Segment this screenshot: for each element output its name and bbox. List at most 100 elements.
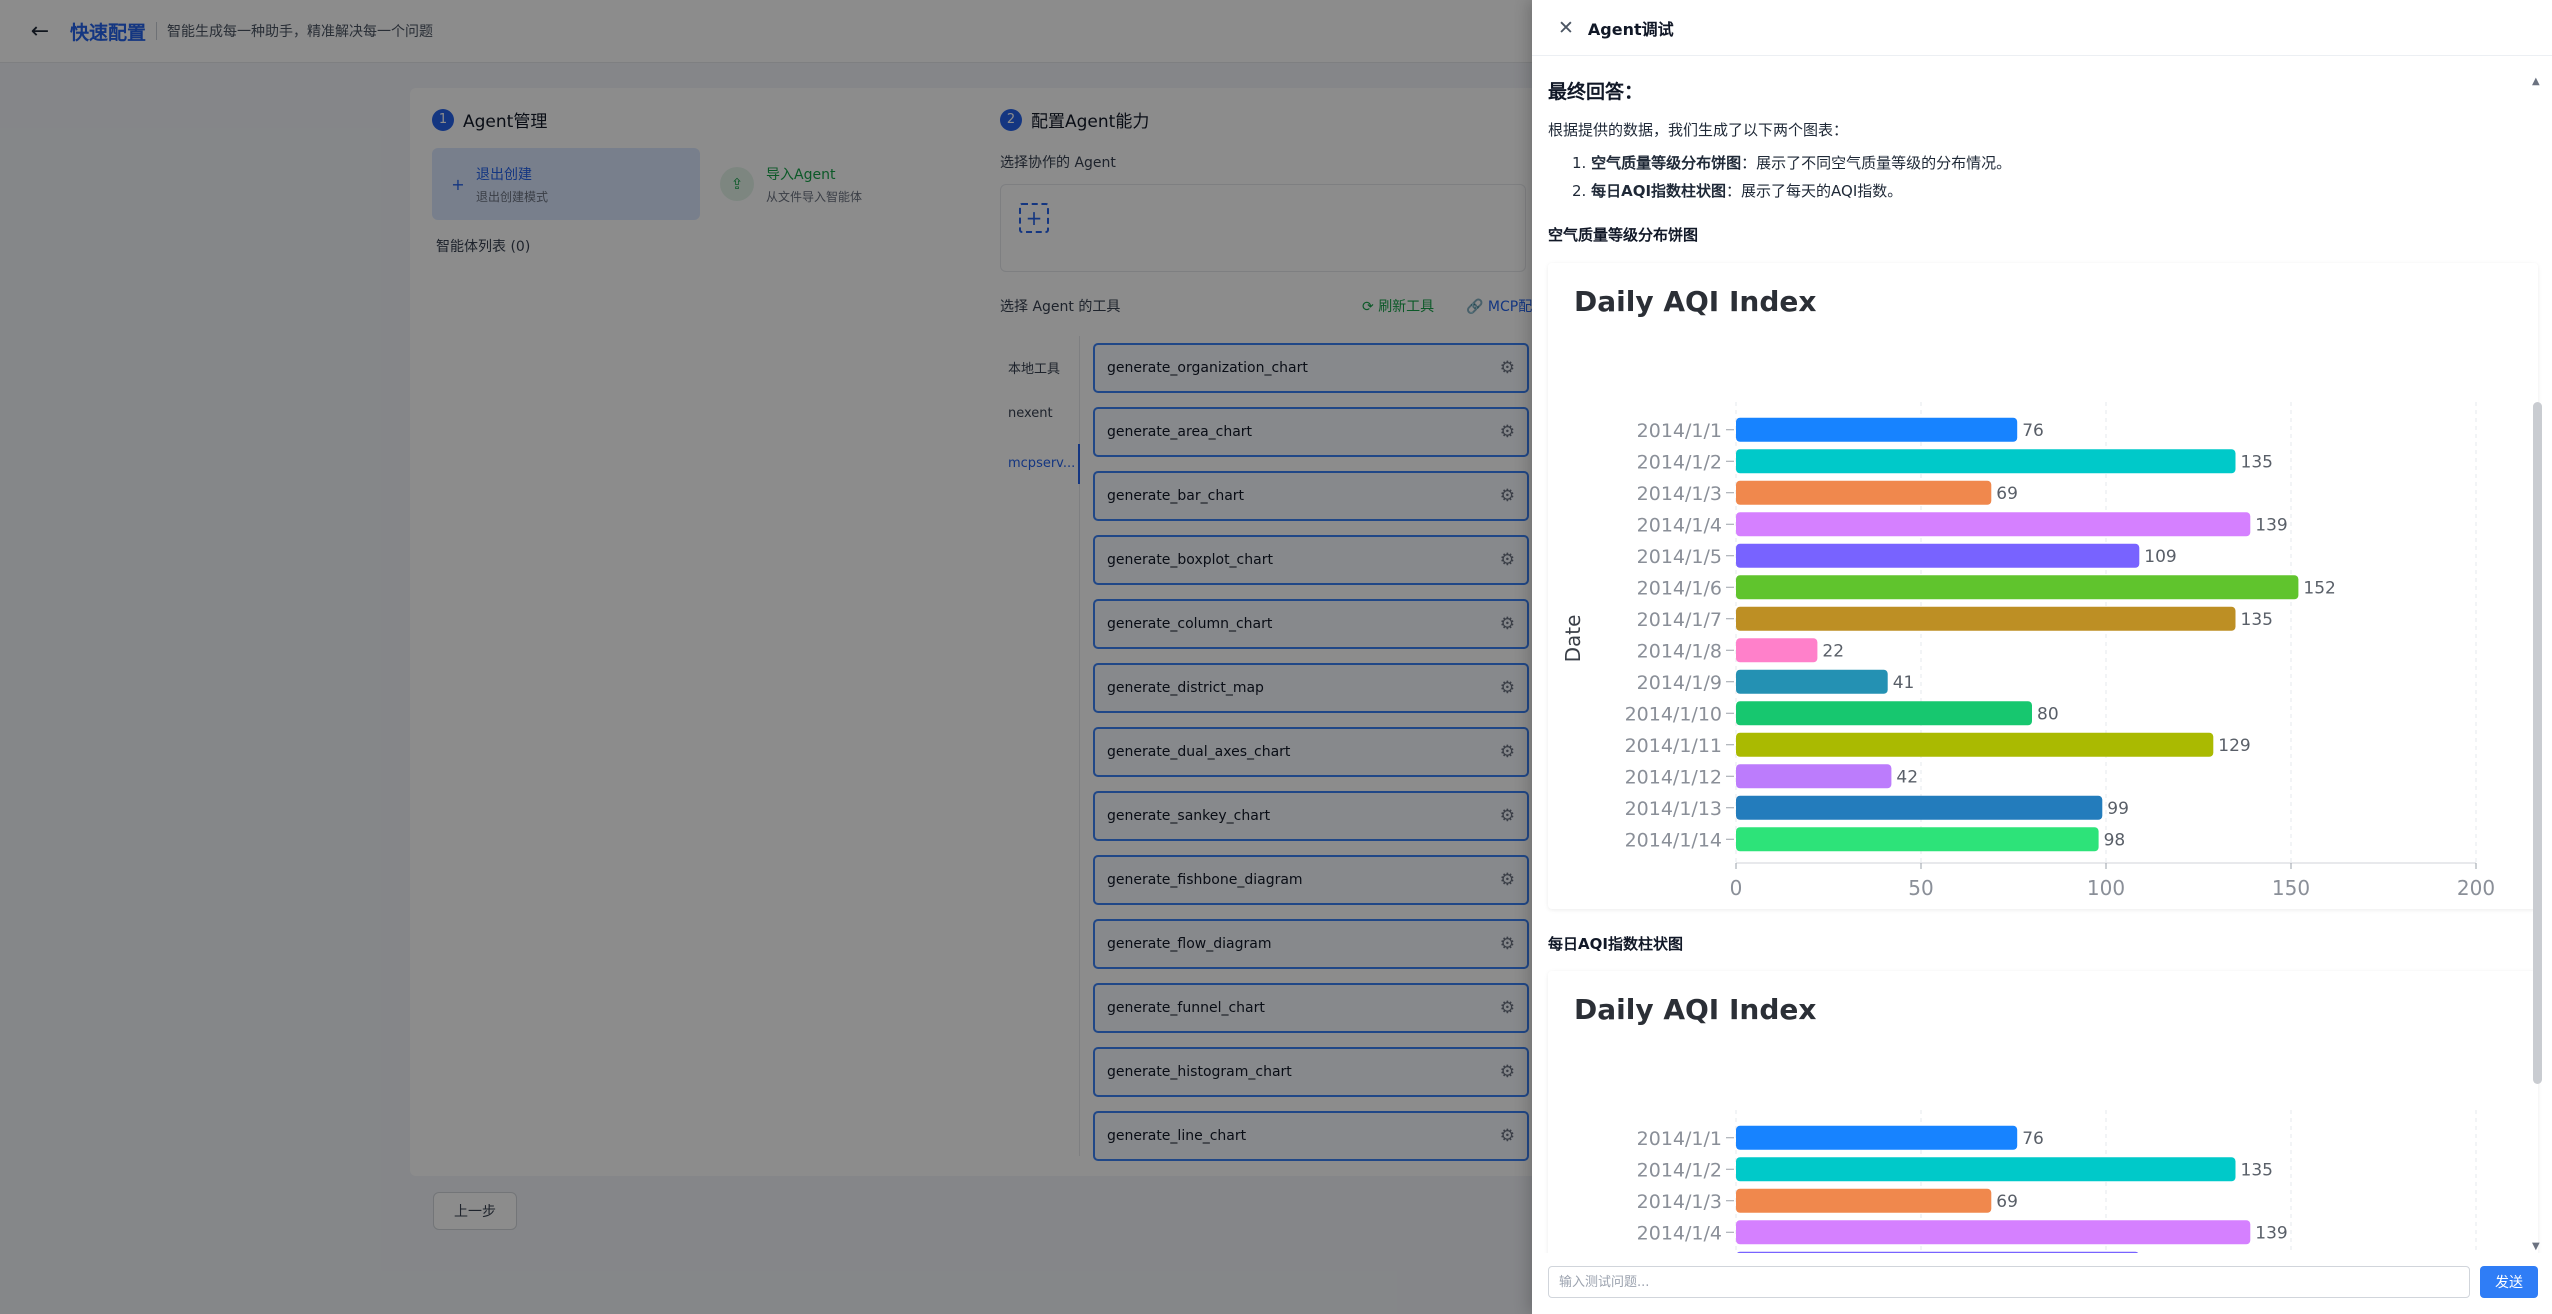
- chart2-caption: 每日AQI指数柱状图: [1548, 935, 1683, 953]
- tool-item[interactable]: generate_sankey_chart ⚙: [1093, 791, 1529, 841]
- tool-item[interactable]: generate_funnel_chart ⚙: [1093, 983, 1529, 1033]
- tool-category-list: 本地工具 nexent mcpserv...: [1000, 336, 1080, 1156]
- link-icon: 🔗: [1466, 299, 1484, 315]
- close-icon[interactable]: ✕: [1558, 16, 1574, 39]
- step2-header: 2 配置Agent能力: [1000, 107, 1149, 132]
- bar: [1736, 764, 1892, 789]
- scroll-up-icon[interactable]: ▲: [2532, 76, 2540, 87]
- agent-list-label: 智能体列表 (0): [436, 239, 531, 255]
- import-agent-button[interactable]: ⇪ 导入Agent 从文件导入智能体: [712, 148, 980, 220]
- tool-item[interactable]: generate_boxplot_chart ⚙: [1093, 535, 1529, 585]
- bar: [1736, 1157, 2236, 1182]
- title-divider: [156, 22, 158, 40]
- y-tick-label: 2014/1/3: [1637, 483, 1722, 505]
- scroll-down-icon[interactable]: ▼: [2532, 1241, 2540, 1252]
- data-label: 69: [1996, 484, 2018, 504]
- bar: [1736, 638, 1818, 663]
- add-collab-agent-icon[interactable]: +: [1019, 203, 1049, 233]
- tool-category-nexent[interactable]: nexent: [1008, 406, 1053, 421]
- gear-icon[interactable]: ⚙: [1499, 1062, 1515, 1082]
- tool-item[interactable]: generate_dual_axes_chart ⚙: [1093, 727, 1529, 777]
- list-item-bold: 空气质量等级分布饼图: [1591, 154, 1742, 172]
- gear-icon[interactable]: ⚙: [1499, 614, 1515, 634]
- answer-list-item: 2. 每日AQI指数柱状图：展示了每天的AQI指数。: [1572, 180, 1902, 201]
- gear-icon[interactable]: ⚙: [1499, 486, 1515, 506]
- gear-icon[interactable]: ⚙: [1499, 422, 1515, 442]
- gear-icon[interactable]: ⚙: [1499, 358, 1515, 378]
- y-tick-label: 2014/1/14: [1625, 829, 1722, 851]
- x-tick-label: 50: [1908, 876, 1933, 900]
- y-tick-label: 2014/1/1: [1637, 420, 1722, 442]
- tool-name: generate_area_chart: [1107, 424, 1253, 440]
- x-tick-label: 0: [1730, 876, 1743, 900]
- gear-icon[interactable]: ⚙: [1499, 678, 1515, 698]
- refresh-tools-button[interactable]: ⟳ 刷新工具: [1362, 296, 1434, 316]
- bar: [1736, 575, 2299, 600]
- refresh-icon: ⟳: [1362, 299, 1374, 315]
- mcp-config-button[interactable]: 🔗 MCP配: [1466, 296, 1532, 316]
- tool-item[interactable]: generate_area_chart ⚙: [1093, 407, 1529, 457]
- y-axis-label: Date: [1561, 615, 1585, 663]
- data-label: 152: [2303, 578, 2335, 598]
- tool-item[interactable]: generate_fishbone_diagram ⚙: [1093, 855, 1529, 905]
- tool-name: generate_sankey_chart: [1107, 808, 1271, 824]
- send-button[interactable]: 发送: [2480, 1266, 2538, 1298]
- data-label: 109: [2144, 547, 2176, 567]
- data-label: 129: [2218, 736, 2250, 756]
- step1-number: 1: [432, 108, 454, 131]
- tool-item[interactable]: generate_histogram_chart ⚙: [1093, 1047, 1529, 1097]
- x-tick-label: 150: [2272, 876, 2310, 900]
- tools-label: 选择 Agent 的工具: [1000, 299, 1121, 315]
- gear-icon[interactable]: ⚙: [1499, 998, 1515, 1018]
- drawer-header: ✕ Agent调试: [1532, 0, 2552, 56]
- scrollbar-thumb[interactable]: [2533, 402, 2542, 1084]
- refresh-tools-label: 刷新工具: [1378, 299, 1435, 315]
- tool-item[interactable]: generate_organization_chart ⚙: [1093, 343, 1529, 393]
- tool-name: generate_fishbone_diagram: [1107, 872, 1303, 888]
- previous-step-button[interactable]: 上一步: [433, 1192, 517, 1230]
- bar: [1736, 701, 2032, 726]
- gear-icon[interactable]: ⚙: [1499, 742, 1515, 762]
- chart-title: Daily AQI Index: [1574, 993, 1816, 1026]
- tool-category-mcpserver[interactable]: mcpserv...: [1008, 456, 1076, 471]
- bar: [1737, 1251, 2139, 1253]
- tool-item[interactable]: generate_flow_diagram ⚙: [1093, 919, 1529, 969]
- data-label: 42: [1896, 767, 1918, 787]
- tool-name: generate_funnel_chart: [1107, 1000, 1265, 1016]
- data-label: 69: [1996, 1192, 2018, 1212]
- chart1-card: Daily AQI Index 2014/1/1 76 2014/1/2 135 2014…: [1548, 263, 2538, 909]
- gear-icon[interactable]: ⚙: [1499, 870, 1515, 890]
- bar: [1736, 512, 2251, 537]
- exit-create-button[interactable]: + 退出创建 退出创建模式: [432, 148, 700, 220]
- bar: [1736, 1220, 2251, 1245]
- gear-icon[interactable]: ⚙: [1499, 1126, 1515, 1146]
- gear-icon[interactable]: ⚙: [1499, 550, 1515, 570]
- tool-item[interactable]: generate_line_chart ⚙: [1093, 1111, 1529, 1161]
- data-label: 135: [2241, 452, 2273, 472]
- bar: [1736, 827, 2099, 852]
- import-agent-title: 导入Agent: [766, 166, 836, 183]
- y-tick-label: 2014/1/11: [1625, 735, 1722, 757]
- gear-icon[interactable]: ⚙: [1499, 934, 1515, 954]
- list-item-text: ：展示了不同空气质量等级的分布情况。: [1741, 154, 2012, 172]
- drawer-scrollbar[interactable]: ▲ ▼: [2532, 76, 2542, 1252]
- bar: [1736, 1125, 2018, 1150]
- tool-name: generate_organization_chart: [1107, 360, 1308, 376]
- step1-title: Agent管理: [463, 112, 548, 132]
- tool-category-local[interactable]: 本地工具: [1008, 362, 1061, 377]
- bar: [1736, 543, 2140, 568]
- list-item-text: ：展示了每天的AQI指数。: [1726, 182, 1903, 200]
- tool-item[interactable]: generate_column_chart ⚙: [1093, 599, 1529, 649]
- tool-item[interactable]: generate_district_map ⚙: [1093, 663, 1529, 713]
- y-tick-label: 2014/1/8: [1637, 640, 1722, 662]
- data-label: 135: [2241, 1160, 2273, 1180]
- gear-icon[interactable]: ⚙: [1499, 806, 1515, 826]
- y-tick-label: 2014/1/5: [1637, 546, 1722, 568]
- modal-overlay[interactable]: [0, 0, 1532, 1314]
- test-question-input[interactable]: [1548, 1266, 2470, 1298]
- tool-item[interactable]: generate_bar_chart ⚙: [1093, 471, 1529, 521]
- bar: [1736, 795, 2103, 820]
- back-arrow-icon[interactable]: ←: [30, 18, 50, 44]
- chat-input-bar: 发送: [1532, 1254, 2552, 1314]
- bar: [1736, 449, 2236, 474]
